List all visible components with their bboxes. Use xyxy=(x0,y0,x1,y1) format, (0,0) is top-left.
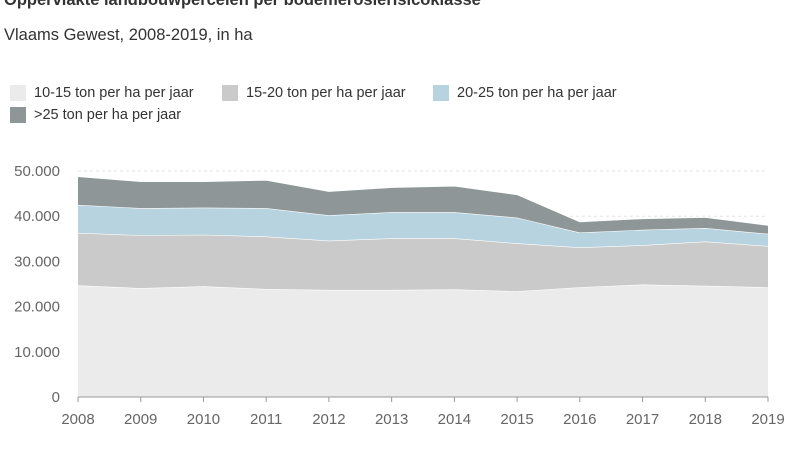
y-tick-label: 30.000 xyxy=(14,253,60,270)
x-tick-label: 2008 xyxy=(61,411,94,428)
y-tick-label: 50.000 xyxy=(14,163,60,180)
x-tick-label: 2014 xyxy=(438,411,471,428)
x-tick-label: 2009 xyxy=(124,411,157,428)
area-series-0 xyxy=(78,285,768,398)
stacked-area-chart: 0 10.000 20.000 30.000 40.000 50.000 2008 2009 2… xyxy=(0,0,800,451)
x-tick-label: 2018 xyxy=(689,411,722,428)
x-tick-label: 2019 xyxy=(751,411,784,428)
y-tick-label: 10.000 xyxy=(14,344,60,361)
x-tick-label: 2015 xyxy=(500,411,533,428)
y-tick-label: 40.000 xyxy=(14,208,60,225)
y-tick-label: 0 xyxy=(52,389,60,406)
x-tick-label: 2010 xyxy=(187,411,220,428)
x-tick-label: 2011 xyxy=(250,411,282,428)
x-tick-label: 2013 xyxy=(375,411,408,428)
x-tick-label: 2017 xyxy=(626,411,659,428)
y-tick-label: 20.000 xyxy=(14,299,60,316)
x-tick-label: 2012 xyxy=(312,411,345,428)
x-tick-label: 2016 xyxy=(563,411,596,428)
